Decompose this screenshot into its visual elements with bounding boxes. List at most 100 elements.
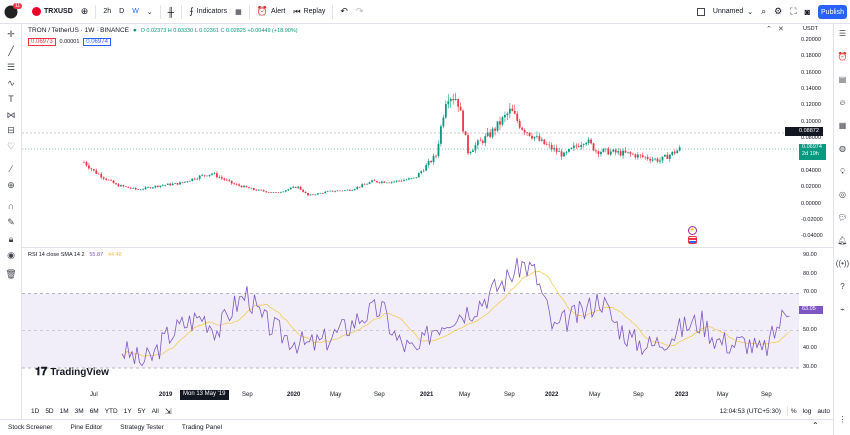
pane-up-icon[interactable]: ⌃	[766, 26, 772, 33]
time-axis-tick: Sep	[633, 392, 644, 398]
data-window-icon[interactable]: ▤	[838, 75, 847, 84]
layout-name[interactable]: Unnamed ⌄	[709, 0, 757, 24]
clock[interactable]: 12:04:53 (UTC+5:30)	[719, 407, 781, 415]
hotlist-icon[interactable]: 🔥︎	[839, 97, 846, 107]
candle-body	[442, 117, 445, 127]
ideas-icon[interactable]: ◍	[839, 144, 846, 153]
candle-body	[324, 191, 327, 194]
buy-price[interactable]: 0.06974	[83, 38, 111, 46]
us-flag-marker-icon[interactable]	[688, 236, 697, 244]
time-axis-tick: Sep	[504, 392, 515, 398]
calendar-icon[interactable]: ▦	[838, 121, 847, 130]
interval-d[interactable]: D	[119, 8, 125, 15]
range-button[interactable]: 5D	[45, 407, 54, 415]
range-button[interactable]: 1D	[31, 407, 40, 415]
streams-icon[interactable]: ◎	[839, 190, 846, 199]
pane-divider[interactable]	[22, 247, 833, 248]
footer-tab[interactable]: Pine Editor	[70, 424, 103, 431]
replay-button[interactable]: ⏮ Replay	[289, 0, 329, 24]
signal-icon[interactable]: ⌁	[840, 305, 845, 314]
dividends-marker-icon[interactable]: ⚡	[688, 226, 697, 235]
fullscreen-icon[interactable]: ⛶	[790, 6, 797, 16]
range-button[interactable]: 5Y	[137, 407, 146, 415]
pitchfork-icon[interactable]: ⋈	[6, 109, 16, 120]
candle-body	[415, 177, 418, 178]
symbol-search[interactable]: TRXUSD	[28, 0, 77, 24]
stay-drawing-icon[interactable]: ✎	[7, 216, 15, 227]
footer-tab[interactable]: Strategy Tester	[120, 424, 164, 431]
minimize-panel-icon[interactable]: ⌃	[812, 421, 819, 430]
candle-body	[287, 189, 290, 191]
add-compare-icon[interactable]: ⊕	[80, 6, 89, 16]
help-icon[interactable]: ?	[840, 282, 845, 291]
candle-body	[545, 144, 548, 145]
time-axis-tick: 2023	[675, 392, 689, 398]
interval-w[interactable]: W	[132, 8, 139, 15]
camera-icon[interactable]: ◙	[804, 6, 810, 17]
collapse-icon[interactable]: ⋮	[838, 415, 847, 424]
trend-line-icon[interactable]: ╱	[8, 45, 14, 56]
ruler-icon[interactable]: ⁄	[10, 164, 12, 174]
pane-close-icon[interactable]: ✕	[778, 26, 784, 33]
alerts-icon[interactable]: ⏰	[837, 52, 848, 61]
footer-tab[interactable]: Trading Panel	[181, 424, 223, 431]
range-button[interactable]: 6M	[89, 407, 99, 415]
candle-body	[339, 190, 341, 192]
templates-icon[interactable]: ▦	[235, 8, 242, 16]
watchlist-icon[interactable]: ☰	[838, 29, 847, 38]
range-button[interactable]: All	[151, 407, 159, 415]
settings-icon[interactable]: ⚙	[774, 6, 783, 16]
crosshair-price-label: 0.08872	[785, 127, 823, 136]
interval-2h[interactable]: 2h	[103, 8, 112, 15]
redo-icon[interactable]: ↷	[355, 6, 364, 16]
price-pane[interactable]	[22, 24, 833, 247]
bottom-toolbar: 1D 5D 1M 3M 6M YTD 1Y 5Y All ⇲ 12:04:53 (UTC+5:3…	[22, 404, 833, 418]
avatar[interactable]: 11	[0, 0, 23, 24]
hide-drawings-icon[interactable]: ◉	[7, 249, 15, 260]
layout-select-icon[interactable]	[693, 0, 709, 24]
price-axis-tick: 0.02000	[801, 184, 821, 191]
candle-body	[632, 153, 634, 155]
publish-button[interactable]: Publish	[818, 5, 847, 19]
tradingview-logo[interactable]: 𝟏𝟕 TradingView	[35, 366, 109, 379]
candle-body	[297, 186, 300, 188]
indicators-button[interactable]: ⨍ Indicators	[185, 0, 231, 24]
pattern-icon[interactable]: ∿	[7, 77, 15, 88]
search-icon[interactable]: ⌕	[761, 6, 767, 16]
notifications-icon[interactable]: 🔔︎	[837, 236, 848, 245]
undo-icon[interactable]: ↶	[340, 6, 348, 16]
axis-option-button[interactable]: auto	[817, 407, 830, 415]
candle-body	[144, 187, 147, 190]
price-axis[interactable]: USDT 0.20000 0.18000 0.16000 0.14000 0.12000…	[799, 24, 833, 247]
chat-icon[interactable]: 💬︎	[837, 213, 848, 222]
candle-body	[137, 189, 140, 191]
sell-price[interactable]: 0.06973	[28, 38, 56, 46]
magnet-icon[interactable]: ∩	[7, 201, 15, 211]
rsi-pane[interactable]	[22, 250, 799, 400]
axis-option-button[interactable]: %	[790, 407, 797, 415]
text-tool-icon[interactable]: T	[8, 94, 14, 104]
candle-body	[474, 145, 477, 151]
range-button[interactable]: YTD	[104, 407, 118, 415]
broadcast-icon[interactable]: ((•))	[835, 259, 850, 268]
axis-option-button[interactable]: log	[802, 407, 812, 415]
lightbulb-icon[interactable]: 💡︎	[839, 166, 846, 176]
footer-tab[interactable]: Stock Screener	[8, 424, 53, 431]
fib-retracement-icon[interactable]: ☰	[6, 61, 16, 72]
goto-date-icon[interactable]: ⇲	[164, 406, 172, 416]
candle-body	[156, 185, 159, 187]
interval-dropdown-icon[interactable]: ⌄	[146, 8, 153, 16]
time-axis[interactable]: Jul 2019 Sep 2020 May Sep 2021 May Sep 2022 May Sep…	[22, 390, 799, 402]
range-button[interactable]: 1M	[59, 407, 69, 415]
crosshair-icon[interactable]: ✛	[7, 28, 15, 39]
trash-icon[interactable]: 🗑︎	[5, 268, 17, 279]
alert-button[interactable]: ⏰ Alert	[253, 0, 290, 24]
measure-icon[interactable]: ⊟	[7, 124, 15, 135]
zoom-in-icon[interactable]: ⊕	[7, 179, 15, 190]
range-button[interactable]: 1Y	[123, 407, 132, 415]
lock-icon[interactable]: 🔒︎	[8, 233, 14, 244]
range-button[interactable]: 3M	[74, 407, 84, 415]
chart-type-icon[interactable]: ╫	[167, 6, 175, 17]
favorites-icon[interactable]: ♡	[6, 140, 16, 151]
